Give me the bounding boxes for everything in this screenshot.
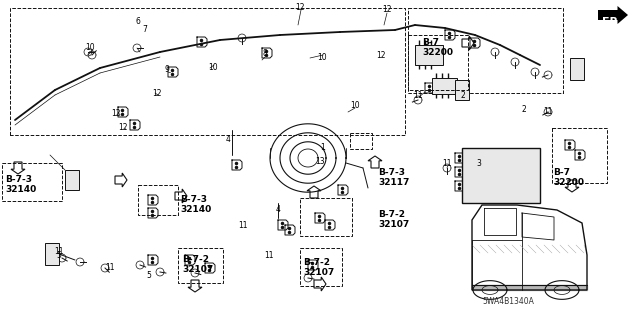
Text: 4: 4 bbox=[276, 205, 280, 214]
Text: 11: 11 bbox=[264, 250, 274, 259]
Bar bbox=[138, 185, 178, 215]
Bar bbox=[408, 8, 563, 93]
Bar bbox=[300, 198, 352, 236]
Bar bbox=[350, 133, 372, 149]
Text: 13: 13 bbox=[315, 158, 325, 167]
Bar bbox=[300, 248, 342, 286]
Text: 8: 8 bbox=[262, 48, 268, 57]
Text: 10: 10 bbox=[208, 63, 218, 71]
Polygon shape bbox=[598, 6, 628, 24]
Text: 12: 12 bbox=[382, 5, 392, 14]
Text: 10: 10 bbox=[350, 100, 360, 109]
Text: 11: 11 bbox=[238, 220, 248, 229]
Polygon shape bbox=[472, 285, 587, 290]
Text: B-7-3
32140: B-7-3 32140 bbox=[5, 175, 36, 194]
Text: 12: 12 bbox=[118, 122, 128, 131]
Bar bbox=[65, 170, 79, 190]
Text: 12: 12 bbox=[111, 108, 121, 117]
Bar bbox=[432, 78, 457, 94]
Text: 5WA4B1340A: 5WA4B1340A bbox=[482, 298, 534, 307]
Bar bbox=[570, 58, 584, 80]
Bar bbox=[178, 248, 223, 283]
Text: 1: 1 bbox=[321, 144, 325, 152]
Text: 6: 6 bbox=[136, 18, 140, 26]
Text: 5: 5 bbox=[56, 250, 61, 259]
Text: 10: 10 bbox=[85, 43, 95, 53]
Text: 3: 3 bbox=[477, 159, 481, 167]
Text: 5: 5 bbox=[147, 271, 152, 279]
Text: B-7-2
32107: B-7-2 32107 bbox=[303, 258, 334, 278]
Text: FR.: FR. bbox=[602, 17, 623, 27]
Bar bbox=[415, 45, 443, 65]
Text: B-7-2
32107: B-7-2 32107 bbox=[378, 210, 409, 229]
Bar bbox=[408, 35, 468, 90]
Text: 2: 2 bbox=[461, 91, 465, 100]
Text: B-7
32200: B-7 32200 bbox=[422, 38, 453, 57]
Text: 7: 7 bbox=[143, 26, 147, 34]
Text: 11: 11 bbox=[442, 159, 452, 167]
Bar bbox=[455, 80, 469, 100]
Bar bbox=[2, 163, 62, 201]
Bar bbox=[45, 243, 59, 265]
Text: 11: 11 bbox=[105, 263, 115, 272]
Text: 2: 2 bbox=[522, 106, 526, 115]
Text: B-7-2
32107: B-7-2 32107 bbox=[182, 255, 213, 274]
Text: 12: 12 bbox=[152, 88, 162, 98]
Text: 12: 12 bbox=[376, 50, 386, 60]
Text: 4: 4 bbox=[225, 136, 230, 145]
Text: 11: 11 bbox=[543, 108, 553, 116]
Text: 12: 12 bbox=[295, 4, 305, 12]
Text: B-7-3
32117: B-7-3 32117 bbox=[378, 168, 410, 187]
Text: 9: 9 bbox=[164, 65, 170, 75]
Text: B-7
32200: B-7 32200 bbox=[553, 168, 584, 187]
Bar bbox=[462, 148, 540, 203]
Bar bbox=[552, 128, 607, 183]
Text: 10: 10 bbox=[317, 54, 327, 63]
Text: 11: 11 bbox=[413, 91, 423, 100]
Text: 11: 11 bbox=[54, 248, 64, 256]
Text: B-7-3
32140: B-7-3 32140 bbox=[180, 195, 211, 214]
